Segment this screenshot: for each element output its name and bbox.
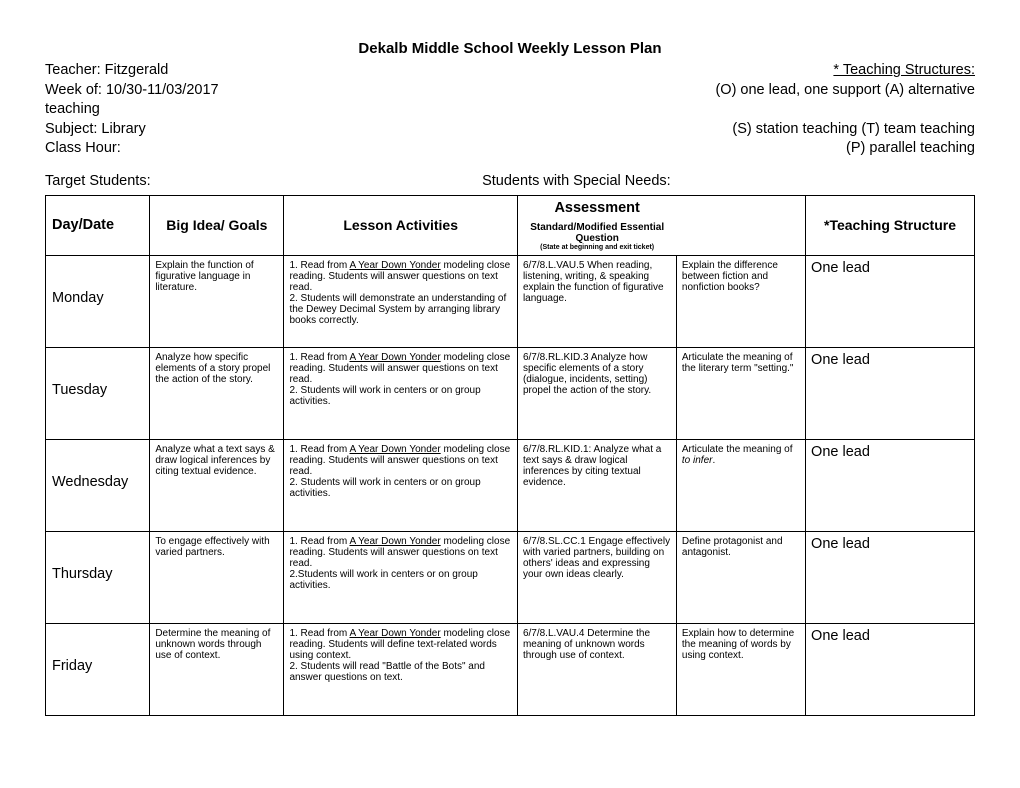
assessment-sub: Standard/Modified Essential Question [520,222,674,244]
col-activities: Lesson Activities [284,195,518,255]
assessment-cell: 6/7/8.L.VAU.5 When reading, listening, w… [517,255,676,347]
lesson-plan-table: Day/Date Big Idea/ Goals Lesson Activiti… [45,195,975,716]
big-idea-cell: Explain the function of figurative langu… [150,255,284,347]
structure-cell: One lead [806,347,975,439]
col-day: Day/Date [46,195,150,255]
target-row: Target Students: Students with Special N… [45,173,975,189]
big-idea-cell: Analyze how specific elements of a story… [150,347,284,439]
col-big-idea: Big Idea/ Goals [150,195,284,255]
teaching-word: teaching [45,100,975,120]
col-structure: *Teaching Structure [806,195,975,255]
question-cell: Articulate the meaning of to infer. [676,439,805,531]
table-header-row: Day/Date Big Idea/ Goals Lesson Activiti… [46,195,975,255]
day-cell: Monday [46,255,150,347]
big-idea-cell: To engage effectively with varied partne… [150,531,284,623]
question-cell: Explain the difference between fiction a… [676,255,805,347]
week-label: Week of: 10/30-11/03/2017 [45,81,219,101]
activities-cell: 1. Read from A Year Down Yonder modeling… [284,255,518,347]
assessment-main: Assessment [520,200,674,216]
table-row: Wednesday Analyze what a text says & dra… [46,439,975,531]
day-cell: Wednesday [46,439,150,531]
classhour-label: Class Hour: [45,139,121,159]
col-question [676,195,805,255]
activities-cell: 1. Read from A Year Down Yonder modeling… [284,623,518,715]
structure-cell: One lead [806,439,975,531]
assessment-cell: 6/7/8.RL.KID.3 Analyze how specific elem… [517,347,676,439]
question-cell: Define protagonist and antagonist. [676,531,805,623]
assessment-cell: 6/7/8.SL.CC.1 Engage effectively with va… [517,531,676,623]
page-title: Dekalb Middle School Weekly Lesson Plan [45,40,975,57]
structure-cell: One lead [806,255,975,347]
day-cell: Tuesday [46,347,150,439]
structure-cell: One lead [806,531,975,623]
structures-line-2: (S) station teaching (T) team teaching [732,120,975,140]
structure-cell: One lead [806,623,975,715]
teacher-label: Teacher: Fitzgerald [45,61,168,81]
question-cell: Articulate the meaning of the literary t… [676,347,805,439]
activities-cell: 1. Read from A Year Down Yonder modeling… [284,347,518,439]
table-row: Thursday To engage effectively with vari… [46,531,975,623]
day-cell: Thursday [46,531,150,623]
assessment-cell: 6/7/8.L.VAU.4 Determine the meaning of u… [517,623,676,715]
big-idea-cell: Analyze what a text says & draw logical … [150,439,284,531]
table-row: Friday Determine the meaning of unknown … [46,623,975,715]
subject-label: Subject: Library [45,120,146,140]
activities-cell: 1. Read from A Year Down Yonder modeling… [284,439,518,531]
big-idea-cell: Determine the meaning of unknown words t… [150,623,284,715]
activities-cell: 1. Read from A Year Down Yonder modeling… [284,531,518,623]
header-section: Teacher: Fitzgerald * Teaching Structure… [45,61,975,159]
structures-line-3: (P) parallel teaching [846,139,975,159]
table-row: Tuesday Analyze how specific elements of… [46,347,975,439]
question-cell: Explain how to determine the meaning of … [676,623,805,715]
special-needs-label: Students with Special Needs: [482,173,975,189]
table-row: Monday Explain the function of figurativ… [46,255,975,347]
target-students-label: Target Students: [45,173,482,189]
assessment-tiny: (State at beginning and exit ticket) [520,244,674,251]
structures-heading: * Teaching Structures: [833,61,975,81]
structures-line-1: (O) one lead, one support (A) alternativ… [715,81,975,101]
col-assessment: Assessment Standard/Modified Essential Q… [517,195,676,255]
day-cell: Friday [46,623,150,715]
assessment-cell: 6/7/8.RL.KID.1: Analyze what a text says… [517,439,676,531]
